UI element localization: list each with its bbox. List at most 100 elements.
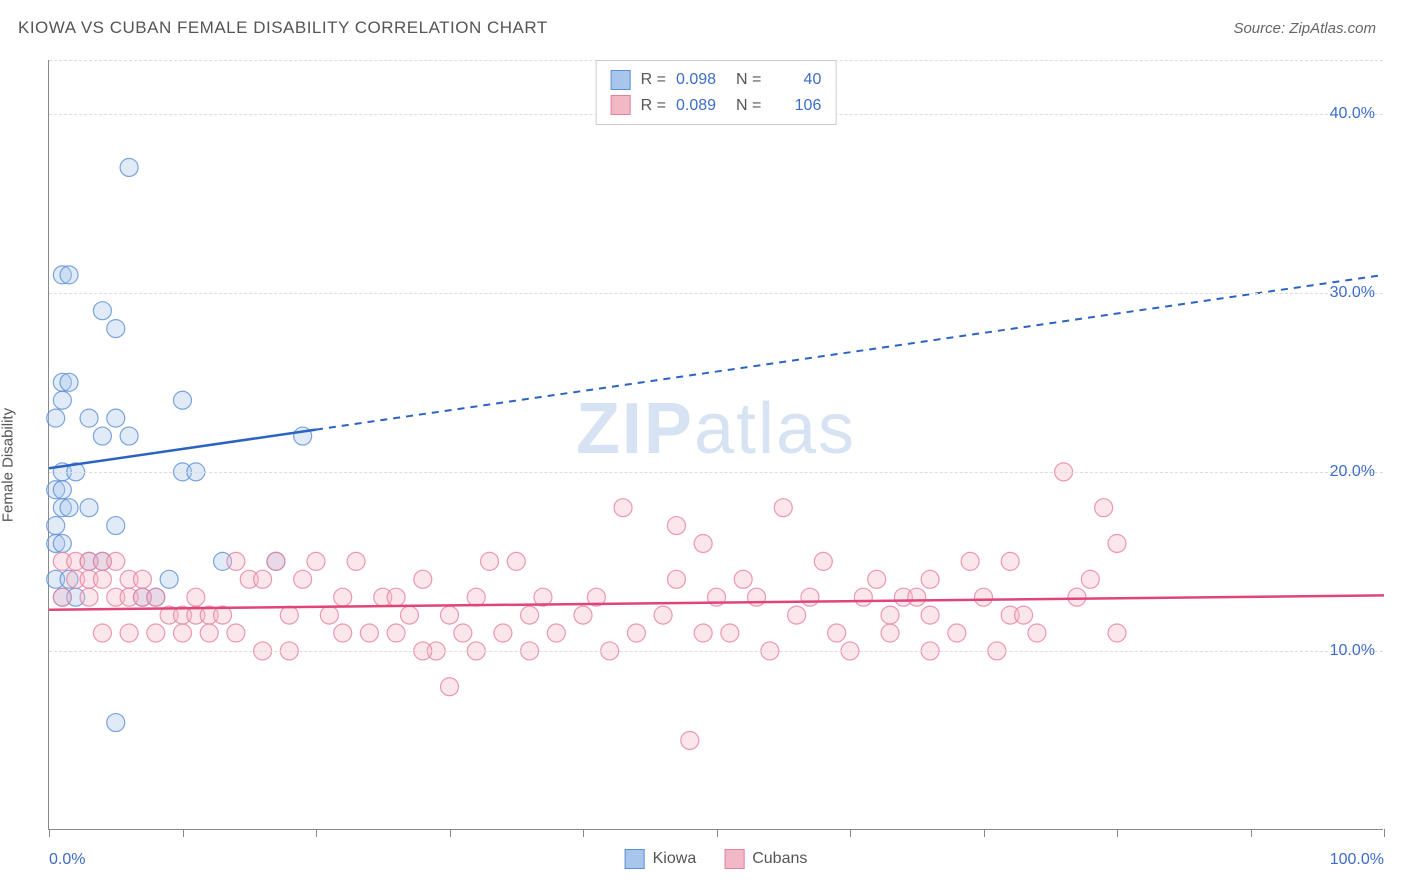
legend-n-label: N =: [736, 93, 761, 119]
scatter-point: [60, 266, 78, 284]
scatter-point: [93, 570, 111, 588]
xtick-label: 0.0%: [49, 851, 85, 869]
scatter-point: [694, 534, 712, 552]
scatter-point: [107, 320, 125, 338]
scatter-point: [1108, 534, 1126, 552]
scatter-point: [454, 624, 472, 642]
scatter-point: [53, 534, 71, 552]
scatter-point: [441, 606, 459, 624]
scatter-point: [80, 499, 98, 517]
scatter-point: [975, 588, 993, 606]
gridline: [49, 651, 1383, 652]
scatter-point: [921, 606, 939, 624]
scatter-point: [347, 552, 365, 570]
legend-r-label: R =: [641, 93, 666, 119]
scatter-point: [574, 606, 592, 624]
scatter-point: [93, 427, 111, 445]
xtick: [850, 829, 851, 837]
scatter-point: [267, 552, 285, 570]
scatter-point: [307, 552, 325, 570]
scatter-point: [93, 624, 111, 642]
scatter-point: [814, 552, 832, 570]
legend-r-label: R =: [641, 67, 666, 93]
xtick: [450, 829, 451, 837]
plot-area: ZIPatlas R =0.098N =40R =0.089N =106 Kio…: [48, 60, 1383, 830]
scatter-point: [788, 606, 806, 624]
scatter-point: [681, 731, 699, 749]
scatter-point: [47, 517, 65, 535]
scatter-point: [107, 714, 125, 732]
scatter-point: [774, 499, 792, 517]
scatter-point: [254, 570, 272, 588]
xtick: [316, 829, 317, 837]
scatter-point: [494, 624, 512, 642]
scatter-point: [107, 517, 125, 535]
plot-svg: [49, 60, 1383, 829]
scatter-point: [387, 588, 405, 606]
scatter-point: [881, 606, 899, 624]
scatter-point: [334, 624, 352, 642]
legend-swatch: [611, 70, 631, 90]
legend-swatch: [724, 849, 744, 869]
legend-n-label: N =: [736, 67, 761, 93]
legend-stat-row: R =0.089N =106: [611, 93, 822, 119]
scatter-point: [53, 481, 71, 499]
scatter-point: [120, 624, 138, 642]
scatter-point: [881, 624, 899, 642]
legend-series-label: Kiowa: [653, 850, 697, 868]
scatter-point: [667, 570, 685, 588]
trendline-dashed: [316, 275, 1384, 430]
scatter-point: [47, 409, 65, 427]
scatter-point: [1068, 588, 1086, 606]
xtick: [984, 829, 985, 837]
scatter-point: [53, 588, 71, 606]
scatter-point: [748, 588, 766, 606]
scatter-point: [507, 552, 525, 570]
scatter-point: [227, 624, 245, 642]
scatter-point: [614, 499, 632, 517]
scatter-point: [60, 373, 78, 391]
scatter-point: [854, 588, 872, 606]
scatter-point: [80, 409, 98, 427]
scatter-point: [1081, 570, 1099, 588]
scatter-point: [1108, 624, 1126, 642]
legend-r-value: 0.098: [676, 67, 726, 93]
scatter-point: [908, 588, 926, 606]
legend-series-label: Cubans: [752, 850, 807, 868]
legend-series: Kiowa Cubans: [625, 849, 808, 869]
scatter-point: [734, 570, 752, 588]
scatter-point: [387, 624, 405, 642]
xtick: [183, 829, 184, 837]
scatter-point: [414, 570, 432, 588]
chart-header: KIOWA VS CUBAN FEMALE DISABILITY CORRELA…: [0, 0, 1406, 48]
scatter-point: [147, 588, 165, 606]
scatter-point: [107, 409, 125, 427]
scatter-point: [627, 624, 645, 642]
legend-swatch: [625, 849, 645, 869]
scatter-point: [868, 570, 886, 588]
legend-stat-row: R =0.098N =40: [611, 67, 822, 93]
legend-n-value: 106: [771, 93, 821, 119]
chart-title: KIOWA VS CUBAN FEMALE DISABILITY CORRELA…: [18, 18, 548, 38]
ytick-label: 20.0%: [1330, 463, 1375, 481]
xtick: [1251, 829, 1252, 837]
scatter-point: [160, 570, 178, 588]
scatter-point: [400, 606, 418, 624]
xtick: [1117, 829, 1118, 837]
scatter-point: [120, 427, 138, 445]
scatter-point: [547, 624, 565, 642]
scatter-point: [133, 570, 151, 588]
ytick-label: 30.0%: [1330, 284, 1375, 302]
scatter-point: [280, 606, 298, 624]
scatter-point: [53, 391, 71, 409]
scatter-point: [360, 624, 378, 642]
ytick-label: 40.0%: [1330, 105, 1375, 123]
scatter-point: [320, 606, 338, 624]
scatter-point: [467, 588, 485, 606]
scatter-point: [227, 552, 245, 570]
scatter-point: [187, 588, 205, 606]
xtick: [49, 829, 50, 837]
scatter-point: [961, 552, 979, 570]
legend-series-item: Kiowa: [625, 849, 697, 869]
scatter-point: [654, 606, 672, 624]
